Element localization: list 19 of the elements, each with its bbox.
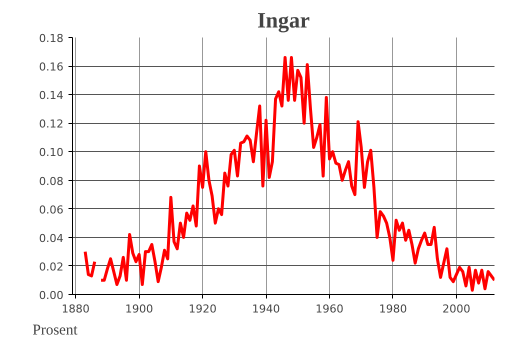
x-tick-label: 1940 bbox=[252, 302, 280, 316]
chart-title: Ingar bbox=[257, 8, 310, 32]
y-tick-label: 0.00 bbox=[39, 289, 64, 302]
y-tick-label: 0.04 bbox=[39, 232, 64, 245]
y-tick-label: 0.08 bbox=[39, 174, 64, 188]
y-tick-label: 0.02 bbox=[39, 260, 64, 274]
x-tick-label: 1960 bbox=[316, 302, 344, 316]
x-tick-label: 1920 bbox=[188, 302, 217, 316]
y-tick-label: 0.10 bbox=[39, 146, 64, 160]
x-tick-label: 1900 bbox=[125, 302, 154, 316]
y-tick-label: 0.18 bbox=[39, 32, 64, 45]
text: Prosent bbox=[32, 322, 78, 338]
y-tick-label: 0.16 bbox=[39, 60, 64, 74]
x-tick-label: 1980 bbox=[378, 302, 407, 316]
y-tick-label: 0.14 bbox=[39, 89, 64, 102]
x-tick-label: 2000 bbox=[442, 302, 470, 316]
y-tick-label: 0.06 bbox=[39, 203, 64, 216]
x-tick-label: 1880 bbox=[62, 302, 90, 316]
y-tick-label: 0.12 bbox=[39, 118, 64, 131]
